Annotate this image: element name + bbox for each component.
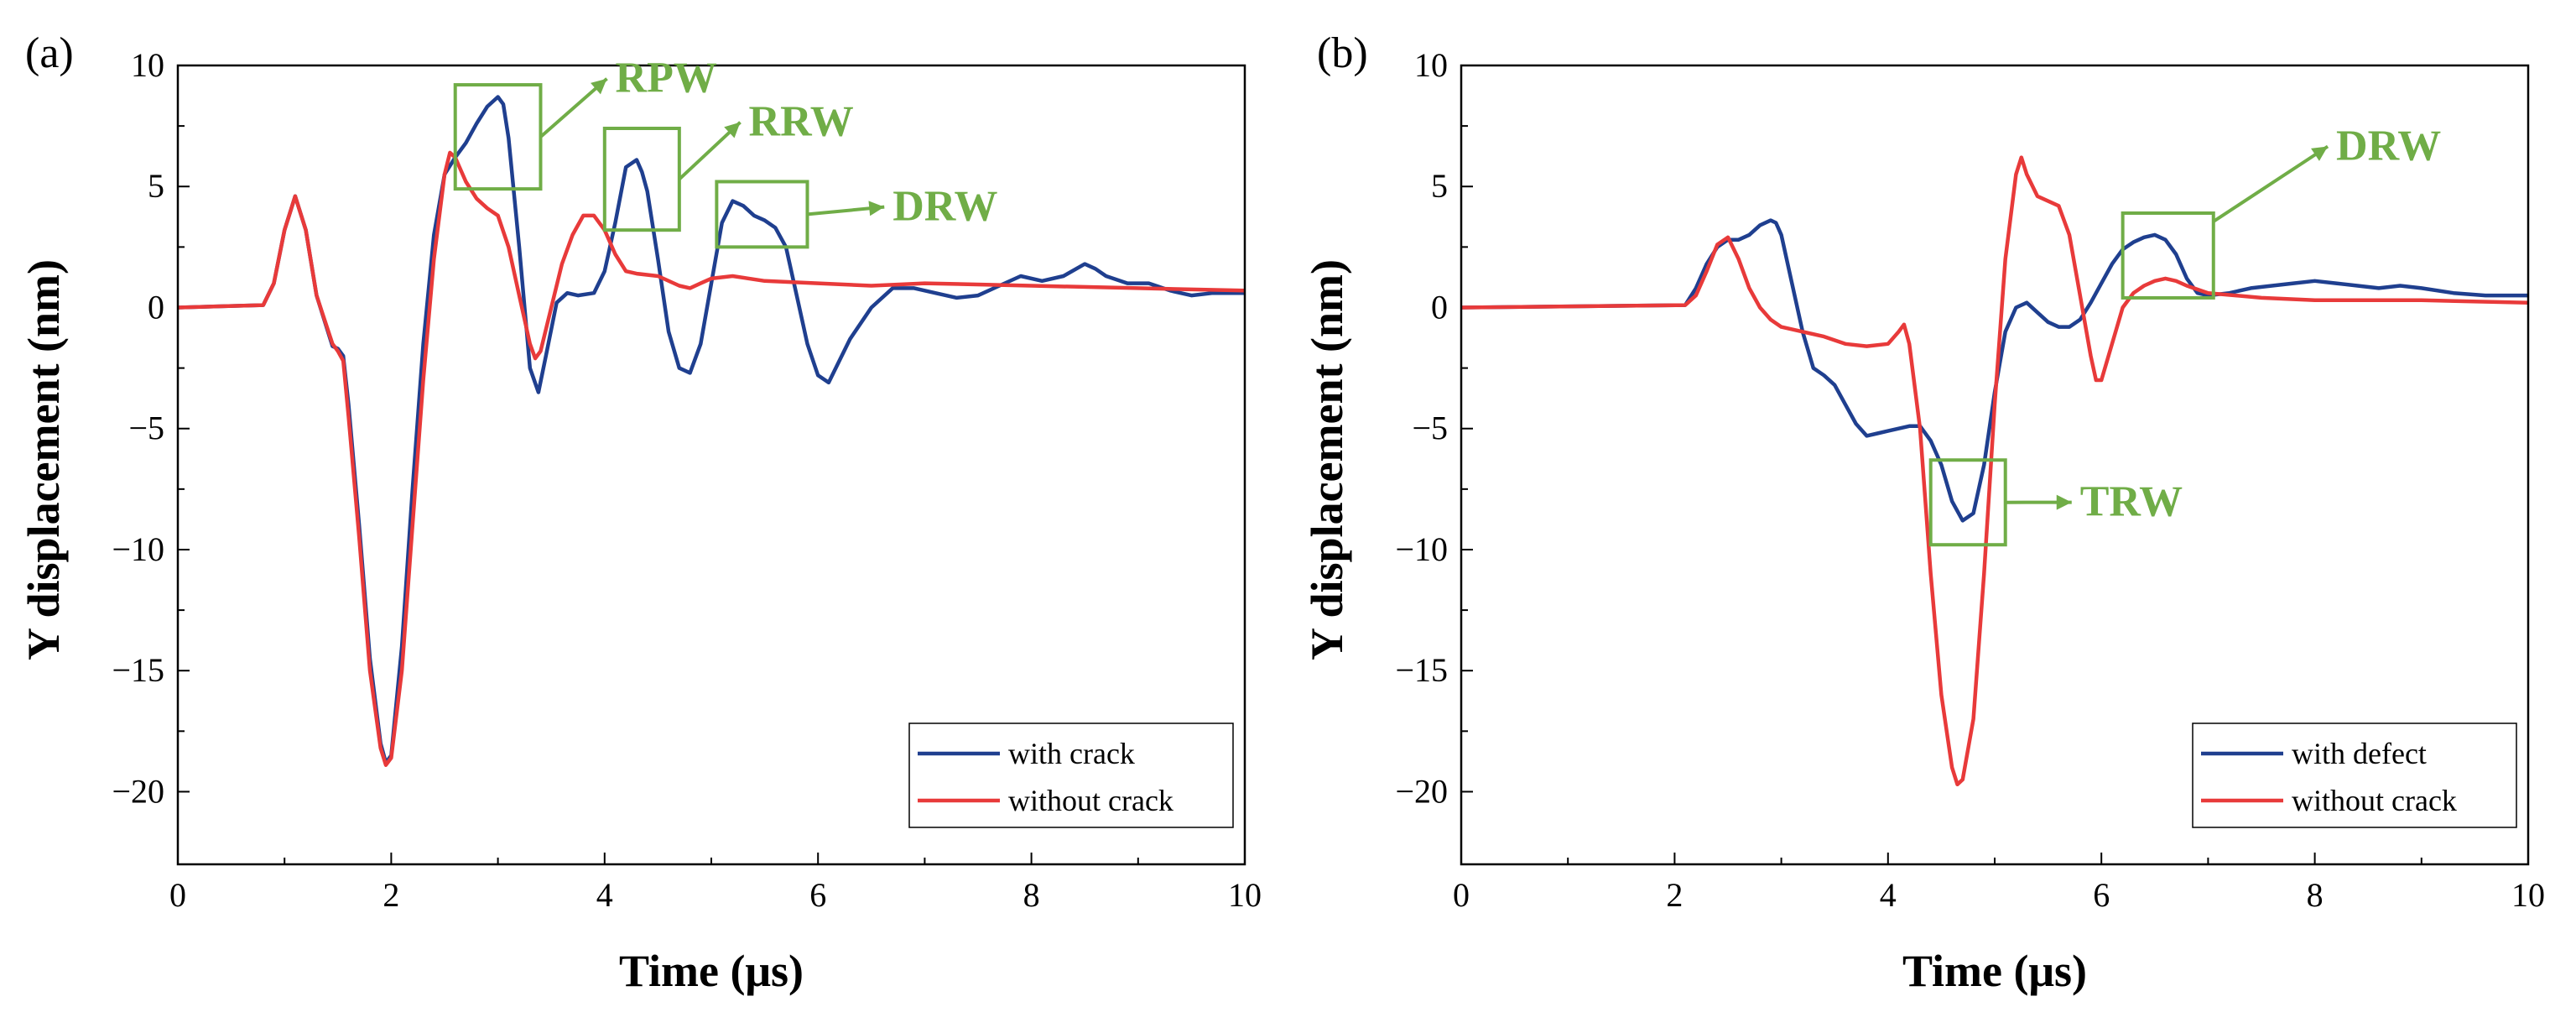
- panel-a-annotation-box: [602, 127, 681, 232]
- panel-a-annotation-arrowhead: [868, 201, 885, 216]
- panel-b-axes-frame: [1460, 64, 2530, 866]
- panel-b-legend-box: [2192, 722, 2517, 828]
- panel-a: (a) Y displacement (nm) Time (μs) 0 2 4 6 8 1…: [18, 29, 1262, 996]
- panel-a-x-tick-label: 0: [169, 876, 186, 914]
- panel-a-label: (a): [25, 29, 74, 77]
- panel-a-legend: with crack without crack: [908, 722, 1234, 828]
- panel-b-x-tick-label: 8: [2307, 876, 2324, 914]
- panel-b-y-axis-title: Y displacement (nm): [1302, 259, 1352, 660]
- panel-a-legend-label: with crack: [1008, 737, 1135, 770]
- panel-b-legend-label: without crack: [2292, 784, 2457, 817]
- panel-a-annotation-label: RPW: [616, 55, 717, 102]
- panel-b-legend: with defect without crack: [2192, 722, 2517, 828]
- panel-b-series-line-first: [1461, 218, 2528, 523]
- panel-a-annotation-arrowhead: [591, 78, 607, 95]
- panel-b-x-axis-title: Time (μs): [1902, 946, 2087, 996]
- panel-b-x-tick-label: 2: [1666, 876, 1683, 914]
- panel-b-y-tick-label: 5: [1431, 167, 1448, 205]
- panel-a-y-tick-label: 0: [148, 288, 164, 326]
- panel-a-y-tick-label: −5: [128, 409, 164, 447]
- panel-b-y-tick-label: 10: [1414, 46, 1448, 84]
- panel-b-annotations: DRW TRW: [1928, 123, 2441, 547]
- panel-b-annotation-arrowhead: [2056, 494, 2072, 510]
- panel-a-y-tick-label: 5: [148, 167, 164, 205]
- panel-b: (b) Y displacement (nm) Time (μs) 0 2 4 6 8 1…: [1302, 29, 2545, 996]
- panel-b-ticks: 0 2 4 6 8 10 10 5 0 −5 −10 −15 −20: [1395, 46, 2545, 914]
- panel-a-y-tick-label: −10: [112, 530, 164, 568]
- panel-a-x-tick-label: 2: [382, 876, 399, 914]
- panel-a-annotations: RPW RRW DRW: [453, 55, 998, 249]
- panel-a-annotation-arrowhead: [724, 122, 741, 138]
- panel-b-y-tick-label: 0: [1431, 288, 1448, 326]
- panel-b-y-tick-label: −10: [1395, 530, 1448, 568]
- panel-b-y-tick-label: −15: [1395, 651, 1448, 689]
- panel-b-x-tick-label: 0: [1453, 876, 1470, 914]
- panel-a-annotation-label: RRW: [749, 98, 854, 146]
- panel-a-axes-frame: [176, 64, 1246, 866]
- panel-b-label: (b): [1317, 29, 1368, 77]
- panel-b-annotation-arrowhead: [2311, 146, 2329, 161]
- panel-b-legend-label: with defect: [2292, 737, 2427, 770]
- panel-a-x-tick-label: 6: [809, 876, 826, 914]
- panel-a-y-tick-label: 10: [131, 46, 164, 84]
- panel-b-y-tick-label: −20: [1395, 772, 1448, 810]
- panel-a-annotation-box: [715, 180, 809, 249]
- panel-a-x-tick-label: 4: [596, 876, 613, 914]
- panel-a-plot-area: [176, 64, 1246, 866]
- panel-b-y-tick-label: −5: [1412, 409, 1448, 447]
- panel-a-y-tick-label: −20: [112, 772, 164, 810]
- panel-b-x-tick-label: 4: [1880, 876, 1897, 914]
- panel-a-x-axis-title: Time (μs): [619, 946, 804, 996]
- panel-b-plot-area: [1460, 64, 2530, 866]
- panel-a-y-axis-title: Y displacement (nm): [18, 259, 69, 660]
- panel-a-legend-box: [908, 722, 1234, 828]
- panel-a-x-tick-label: 8: [1023, 876, 1040, 914]
- panel-b-annotation-arrow: [2212, 144, 2329, 223]
- panel-a-legend-label: without crack: [1008, 784, 1174, 817]
- panel-b-x-tick-label: 6: [2093, 876, 2110, 914]
- panel-a-x-tick-label: 10: [1228, 876, 1262, 914]
- panel-b-x-tick-label: 10: [2511, 876, 2545, 914]
- panel-b-annotation-label: TRW: [2080, 478, 2183, 526]
- panel-a-series-line-second: [178, 150, 1245, 767]
- panel-b-series-line-second: [1461, 155, 2528, 787]
- panel-a-series-line-first: [178, 95, 1245, 765]
- panel-b-annotation-box: [2121, 211, 2215, 300]
- panel-a-y-tick-label: −15: [112, 651, 164, 689]
- panel-b-annotation-label: DRW: [2336, 123, 2441, 170]
- panel-a-annotation-label: DRW: [892, 183, 997, 231]
